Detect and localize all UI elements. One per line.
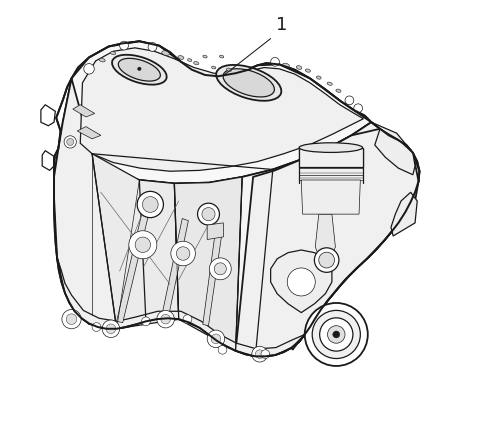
Circle shape [207, 330, 225, 348]
Ellipse shape [203, 56, 207, 59]
Text: 1: 1 [276, 16, 287, 34]
Ellipse shape [110, 52, 116, 56]
Polygon shape [207, 223, 223, 240]
Polygon shape [375, 130, 415, 175]
Circle shape [129, 231, 157, 259]
Circle shape [67, 139, 74, 146]
Circle shape [271, 58, 279, 67]
Circle shape [92, 323, 101, 332]
Circle shape [138, 68, 141, 71]
Circle shape [106, 324, 116, 334]
Polygon shape [54, 79, 420, 357]
Circle shape [142, 317, 150, 326]
Circle shape [211, 334, 221, 344]
Circle shape [252, 346, 267, 362]
Circle shape [218, 346, 227, 354]
Circle shape [287, 268, 315, 296]
Circle shape [84, 64, 94, 75]
Circle shape [137, 192, 163, 218]
Circle shape [312, 311, 360, 359]
Polygon shape [236, 123, 420, 357]
Ellipse shape [336, 90, 341, 93]
Circle shape [135, 237, 151, 253]
Circle shape [157, 311, 174, 328]
Polygon shape [57, 258, 305, 357]
Circle shape [171, 242, 195, 266]
Circle shape [62, 310, 81, 329]
Ellipse shape [223, 70, 275, 98]
Circle shape [314, 248, 339, 273]
Ellipse shape [188, 60, 192, 62]
Polygon shape [372, 123, 413, 153]
Circle shape [345, 97, 354, 106]
Circle shape [183, 315, 192, 324]
Circle shape [202, 208, 215, 221]
Polygon shape [54, 79, 117, 329]
Circle shape [320, 318, 353, 351]
Ellipse shape [216, 66, 281, 102]
Polygon shape [236, 130, 419, 357]
Circle shape [333, 331, 340, 338]
Circle shape [64, 137, 76, 149]
Circle shape [354, 105, 362, 113]
Ellipse shape [296, 67, 302, 70]
Circle shape [305, 303, 368, 366]
Polygon shape [161, 219, 188, 320]
Circle shape [255, 350, 264, 359]
Ellipse shape [305, 70, 311, 73]
Circle shape [120, 42, 129, 51]
Ellipse shape [99, 59, 105, 63]
Circle shape [176, 247, 190, 261]
Polygon shape [54, 42, 420, 357]
Circle shape [261, 350, 270, 359]
Ellipse shape [178, 57, 184, 60]
Polygon shape [174, 177, 242, 351]
Ellipse shape [219, 56, 224, 59]
Ellipse shape [212, 67, 216, 70]
Polygon shape [391, 193, 417, 237]
Circle shape [143, 197, 158, 213]
Circle shape [66, 314, 77, 325]
Polygon shape [301, 180, 360, 215]
Polygon shape [92, 154, 179, 329]
Polygon shape [203, 228, 223, 326]
Ellipse shape [227, 69, 232, 72]
Ellipse shape [119, 59, 160, 82]
Polygon shape [73, 106, 95, 118]
Circle shape [148, 43, 157, 52]
Polygon shape [72, 42, 372, 184]
Polygon shape [41, 106, 55, 127]
Polygon shape [77, 127, 101, 140]
Polygon shape [299, 148, 362, 168]
Ellipse shape [283, 64, 289, 68]
Ellipse shape [327, 83, 332, 86]
Ellipse shape [316, 77, 321, 80]
Polygon shape [271, 251, 332, 313]
Circle shape [198, 204, 219, 226]
Polygon shape [117, 206, 150, 323]
Circle shape [214, 263, 227, 275]
Circle shape [327, 326, 345, 343]
Ellipse shape [193, 62, 199, 66]
Polygon shape [42, 151, 55, 171]
Circle shape [161, 314, 170, 324]
Circle shape [102, 320, 120, 338]
Polygon shape [80, 49, 363, 172]
Ellipse shape [162, 52, 169, 57]
Ellipse shape [299, 144, 362, 153]
Polygon shape [315, 215, 336, 259]
Circle shape [319, 253, 335, 268]
Ellipse shape [112, 56, 167, 85]
Circle shape [209, 258, 231, 280]
